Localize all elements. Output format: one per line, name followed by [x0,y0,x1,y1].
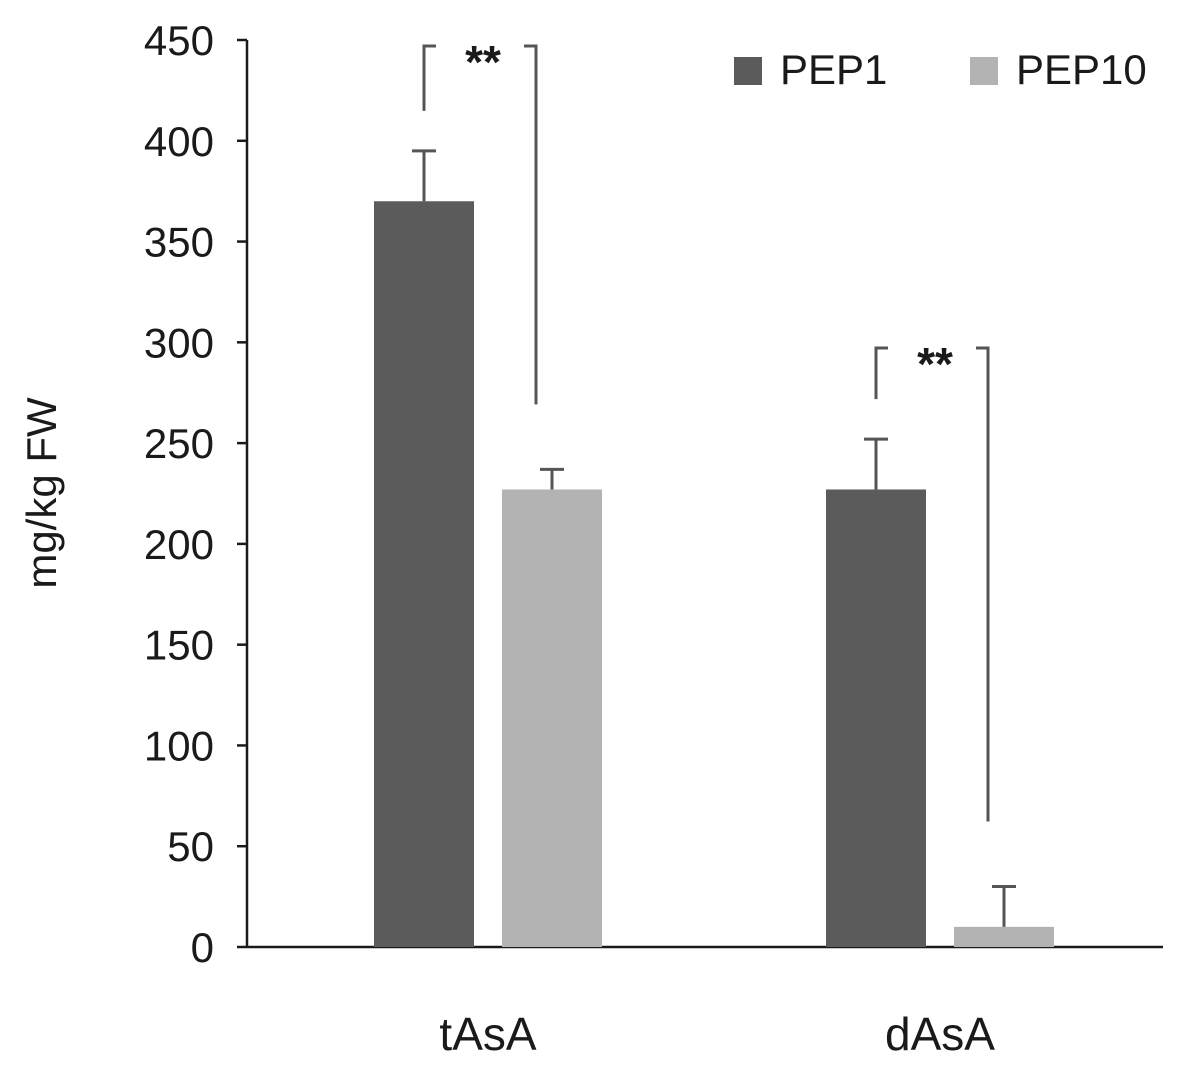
x-axis-labels: tAsA dAsA [439,1008,995,1060]
y-tick-label: 300 [144,319,214,366]
legend-swatch-pep1 [734,57,762,85]
bar-pep10-tasa [502,489,602,947]
legend: PEP1 PEP10 [734,46,1147,93]
y-tick-label: 250 [144,420,214,467]
x-tick-label: dAsA [885,1008,995,1060]
legend-label-pep1: PEP1 [780,46,887,93]
y-tick-label: 400 [144,118,214,165]
y-tick-label: 450 [144,17,214,64]
y-tick-label: 150 [144,622,214,669]
y-tick-label: 350 [144,219,214,266]
y-tick-label: 0 [191,924,214,971]
bar-pep1-dasa [826,489,926,947]
significance-bracket [874,346,990,822]
bars-group [374,201,1054,947]
bar-pep10-dasa [954,926,1054,947]
significance-marker: ** [917,338,953,390]
legend-swatch-pep10 [970,57,998,85]
bar-pep1-tasa [374,201,474,947]
y-axis-label: mg/kg FW [18,397,65,589]
y-tick-label: 100 [144,722,214,769]
y-axis-ticks: 0 50 100 150 200 250 300 350 400 450 [144,17,247,971]
legend-label-pep10: PEP10 [1016,46,1147,93]
error-bars-group [412,149,1016,927]
significance-marker: ** [465,36,501,88]
x-tick-label: tAsA [439,1008,536,1060]
y-tick-label: 200 [144,521,214,568]
significance-annotations: ** ** [422,36,990,822]
significance-bracket [422,44,538,405]
y-tick-label: 50 [167,823,214,870]
